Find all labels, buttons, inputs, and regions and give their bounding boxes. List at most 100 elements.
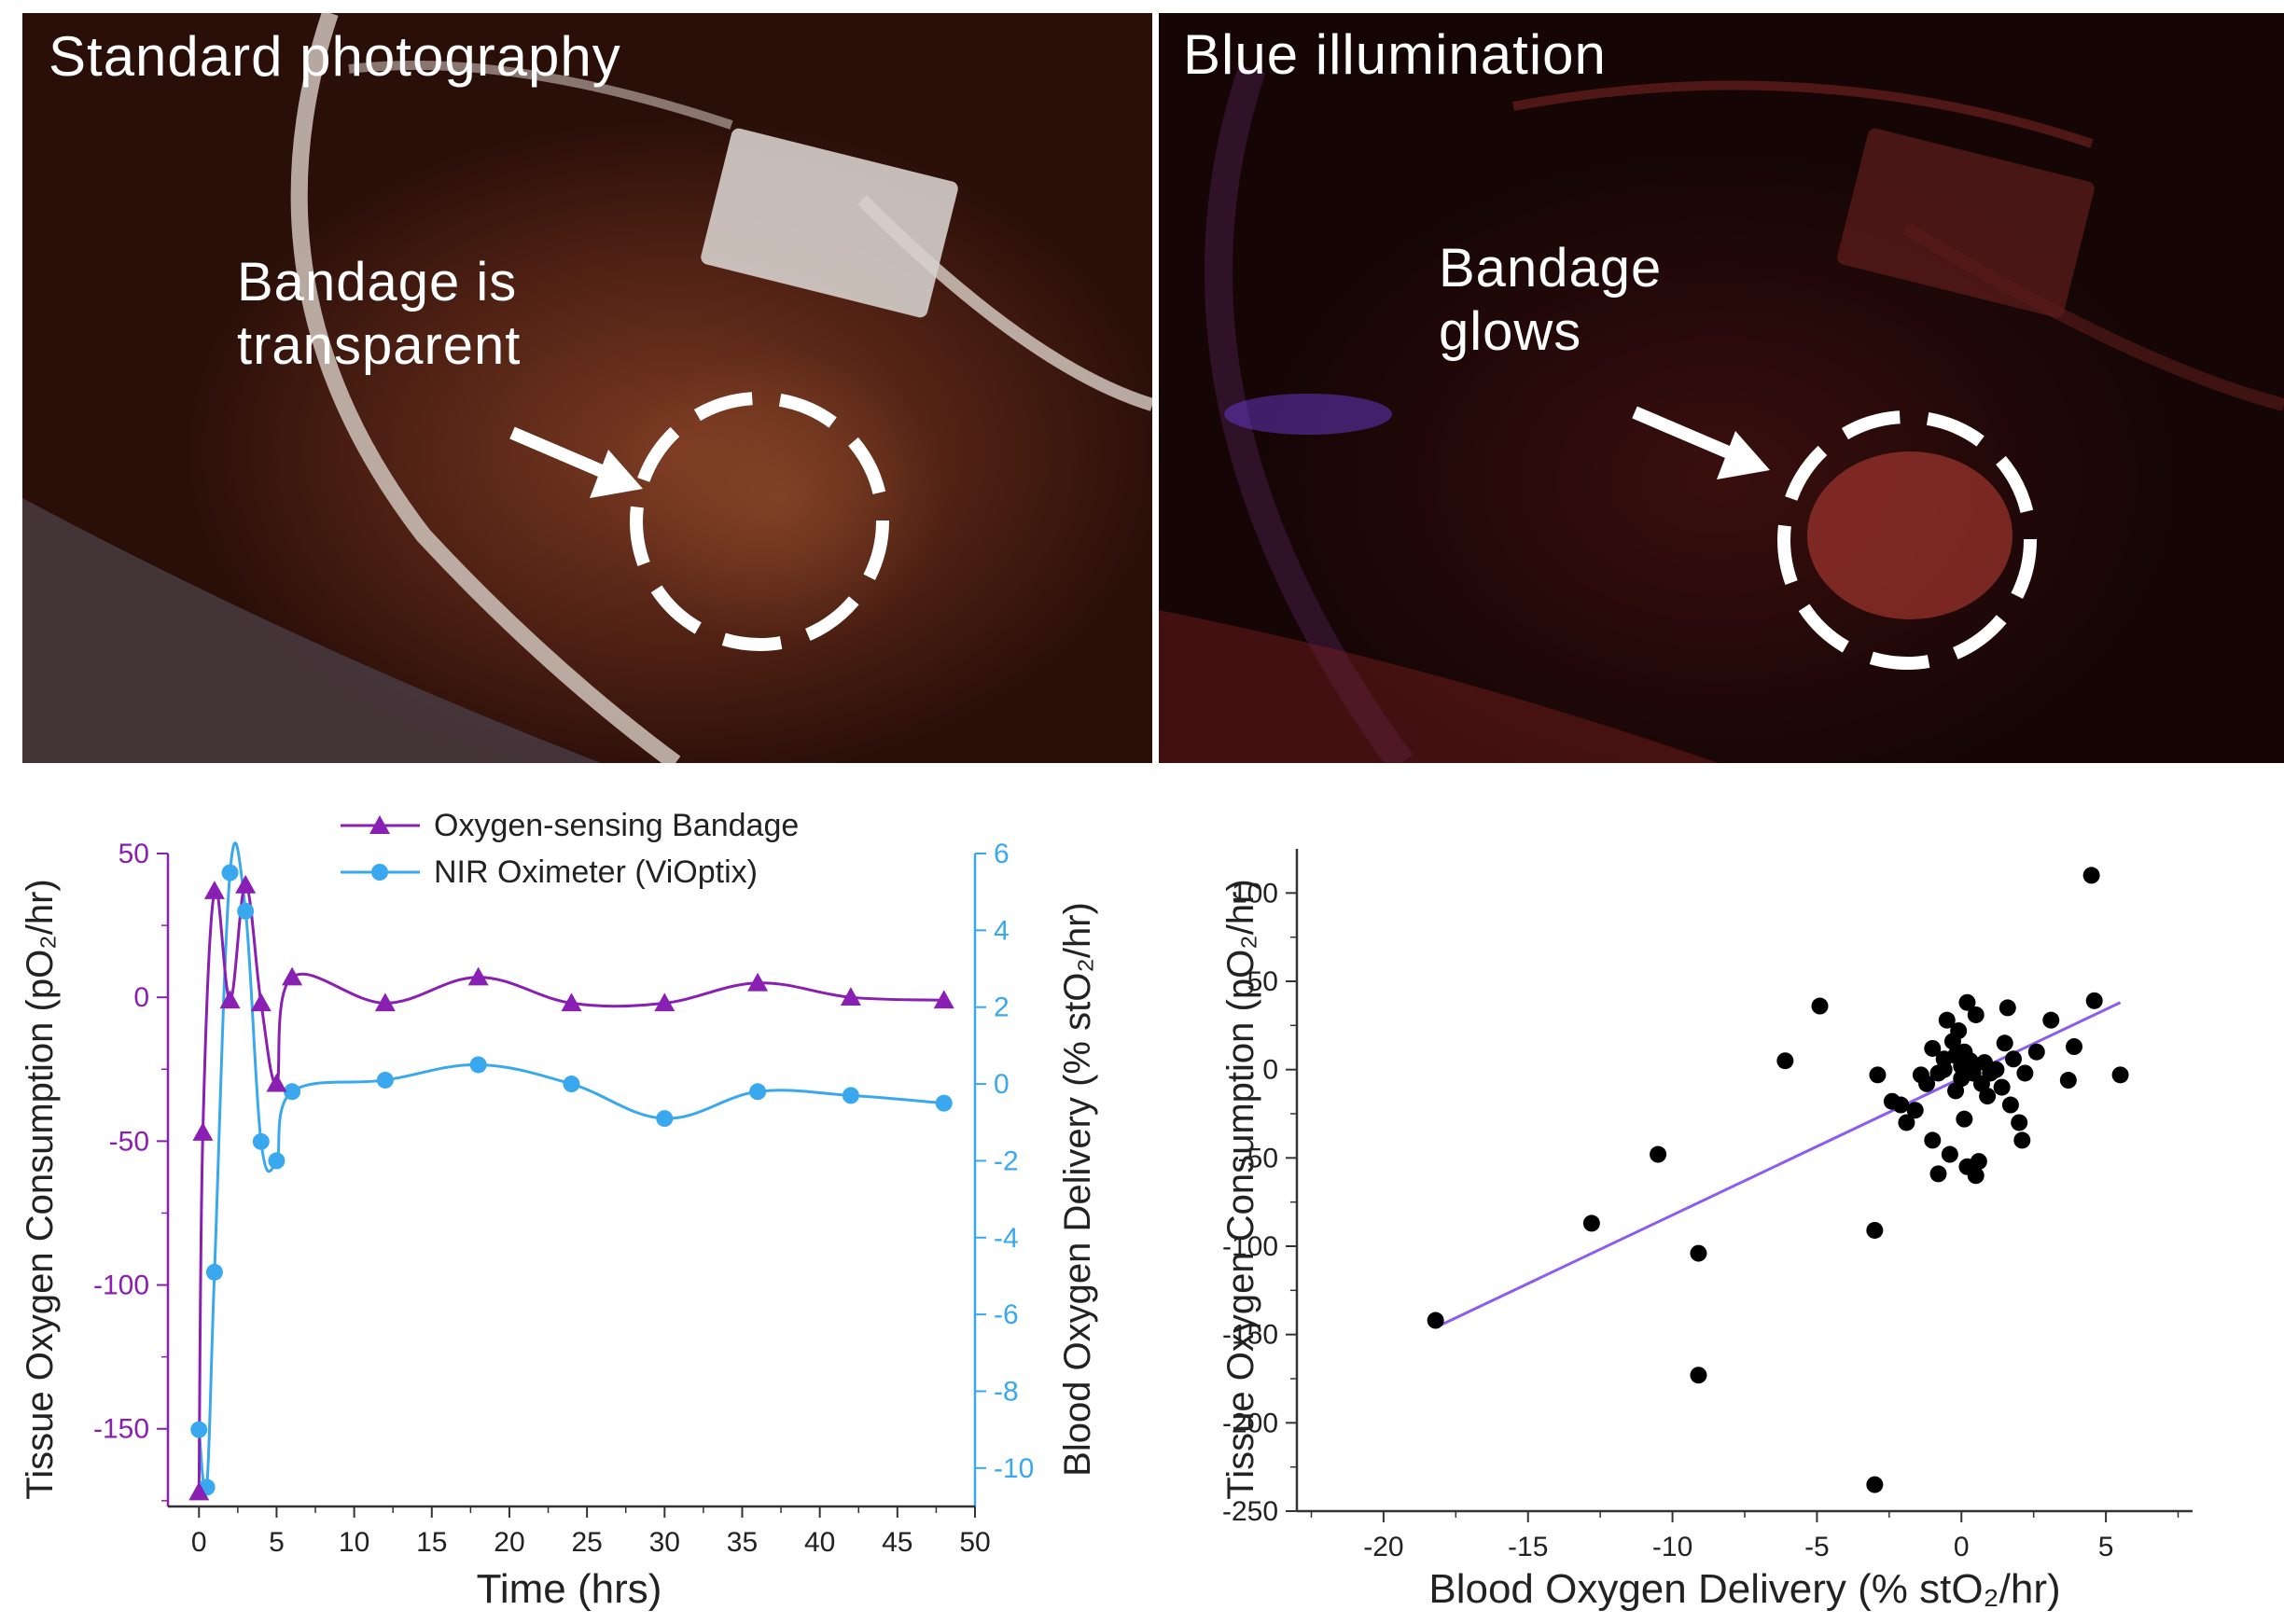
scatter-point bbox=[1582, 1215, 1600, 1232]
scatter-point bbox=[1690, 1367, 1707, 1384]
x-tick-label: -15 bbox=[1508, 1532, 1548, 1562]
scatter-point bbox=[1998, 999, 2016, 1017]
bandage-point bbox=[561, 992, 582, 1012]
y-tick-label: -100 bbox=[1222, 1231, 1278, 1262]
y-tick-label: 50 bbox=[1247, 966, 1278, 997]
scatter-point bbox=[1941, 1145, 1958, 1163]
scatter-point bbox=[1811, 997, 1829, 1015]
bandage-point bbox=[203, 881, 225, 899]
right-y-tick-label: -6 bbox=[994, 1299, 1019, 1330]
right-y-tick-label: -10 bbox=[994, 1453, 1034, 1484]
legend-label-bandage: Oxygen-sensing Bandage bbox=[434, 808, 799, 843]
x-axis-title: Time (hrs) bbox=[477, 1566, 662, 1612]
scatter-point bbox=[1866, 1221, 1884, 1239]
nir-oximeter-point bbox=[376, 1071, 394, 1089]
x-tick-label: 30 bbox=[649, 1527, 680, 1558]
x-tick-label: 5 bbox=[2098, 1532, 2114, 1562]
scatter-point bbox=[1987, 1061, 2005, 1078]
scatter-point bbox=[1967, 1167, 1985, 1185]
nir-oximeter-point bbox=[749, 1083, 767, 1101]
scatter-chart: -20 -15 -10 -5 0 5 100 50 0 -50 -100 -150 -200 -250 Bl… bbox=[1143, 774, 2284, 1619]
series-line-oxygen-bandage bbox=[197, 883, 944, 1492]
y-tick-label: 100 bbox=[1232, 878, 1278, 909]
bandage-point bbox=[219, 990, 241, 1009]
x-tick-label: -20 bbox=[1363, 1532, 1403, 1562]
time-series-chart: 0 5 10 15 20 25 30 35 40 45 50 50 0 -50 -100 -150 6 4 2 0 -2… bbox=[0, 774, 1138, 1619]
nir-oximeter-point bbox=[284, 1083, 301, 1101]
scatter-point bbox=[1979, 1088, 1997, 1105]
right-y-tick-label: 4 bbox=[994, 915, 1010, 946]
scatter-point bbox=[1970, 1153, 1987, 1171]
photo-title-blue: Blue illumination bbox=[1183, 23, 1607, 86]
series-line-nir-oximeter bbox=[197, 841, 944, 1495]
x-tick-label: -10 bbox=[1652, 1532, 1692, 1562]
regression-fit-line bbox=[1435, 1001, 2122, 1329]
right-y-axis-title: Blood Oxygen Delivery (% stO₂/hr) bbox=[1057, 902, 1098, 1477]
photo-label-line1: Bandage bbox=[1439, 238, 1663, 298]
right-y-tick-label: -8 bbox=[994, 1376, 1019, 1407]
scatter-point bbox=[2016, 1064, 2034, 1082]
scatter-point bbox=[2066, 1038, 2083, 1056]
scatter-point bbox=[2005, 1050, 2022, 1068]
x-axis-title: Blood Oxygen Delivery (% stO₂/hr) bbox=[1428, 1566, 2060, 1612]
nir-oximeter-point bbox=[237, 902, 255, 920]
photo-label-blue: Bandage glows bbox=[1439, 237, 1662, 364]
scatter-point bbox=[2082, 867, 2100, 884]
scatter-point bbox=[2027, 1043, 2045, 1061]
nir-oximeter-point bbox=[842, 1087, 859, 1104]
scatter-point bbox=[1993, 1078, 2011, 1096]
x-tick-label: 5 bbox=[269, 1527, 285, 1558]
photo-label-standard: Bandage is transparent bbox=[237, 251, 521, 378]
x-tick-label: 15 bbox=[416, 1527, 447, 1558]
legend-label-oximeter: NIR Oximeter (ViOptix) bbox=[434, 854, 758, 890]
x-tick-label: 10 bbox=[339, 1527, 369, 1558]
right-y-tick-label: -2 bbox=[994, 1145, 1019, 1176]
x-tick-label: 20 bbox=[494, 1527, 524, 1558]
y-tick-label: 0 bbox=[1262, 1055, 1278, 1086]
chart-legend: Oxygen-sensing Bandage NIR Oximeter (ViOp… bbox=[341, 808, 799, 890]
x-tick-label: 40 bbox=[804, 1527, 835, 1558]
scatter-point bbox=[1929, 1165, 1947, 1183]
nir-oximeter-point bbox=[935, 1094, 953, 1112]
standard-photo-image bbox=[22, 13, 1152, 763]
right-y-tick-label: 2 bbox=[994, 992, 1010, 1023]
nir-oximeter-point bbox=[221, 864, 239, 881]
scatter-point bbox=[2001, 1096, 2019, 1114]
legend-marker-bandage bbox=[369, 815, 390, 834]
dashed-circle-left bbox=[630, 392, 889, 651]
scatter-point bbox=[2085, 992, 2103, 1009]
scatter-point bbox=[2042, 1011, 2060, 1029]
x-tick-label: 0 bbox=[1954, 1532, 1970, 1562]
scatter-point bbox=[1935, 1061, 1953, 1078]
arrow-icon bbox=[1632, 406, 1770, 479]
scatter-point bbox=[1967, 1006, 1985, 1023]
y-tick-label: -250 bbox=[1222, 1496, 1278, 1527]
scatter-point bbox=[1866, 1476, 1884, 1493]
x-tick-label: 45 bbox=[882, 1527, 912, 1558]
left-y-tick-label: -150 bbox=[93, 1414, 149, 1445]
bandage-point bbox=[282, 966, 303, 986]
scatter-point bbox=[1427, 1312, 1444, 1329]
x-tick-label: 0 bbox=[191, 1527, 207, 1558]
scatter-chart-svg: -20 -15 -10 -5 0 5100500-50-100-150-200-250Bl… bbox=[1220, 849, 2193, 1612]
standard-photo-panel: Standard photography Bandage is transpar… bbox=[22, 13, 1152, 763]
scatter-point bbox=[1924, 1131, 1942, 1149]
scatter-point bbox=[1918, 1075, 1936, 1092]
right-y-tick-label: 6 bbox=[994, 839, 1010, 869]
scatter-point bbox=[1924, 1039, 1942, 1057]
scatter-point bbox=[1906, 1102, 1924, 1119]
bandage-point bbox=[933, 990, 954, 1009]
nir-oximeter-point bbox=[469, 1056, 487, 1074]
bandage-point bbox=[747, 972, 769, 992]
x-tick-label: 25 bbox=[571, 1527, 602, 1558]
bandage-point bbox=[235, 874, 257, 894]
photo-title-standard: Standard photography bbox=[49, 25, 621, 88]
scatter-point bbox=[1956, 1110, 1973, 1128]
scatter-point bbox=[2013, 1131, 2031, 1149]
scatter-point bbox=[1950, 1022, 1968, 1040]
scatter-point bbox=[1898, 1114, 1915, 1131]
arrow-icon bbox=[509, 426, 643, 498]
photo-label-line1: Bandage is bbox=[237, 252, 518, 312]
scatter-point bbox=[2059, 1072, 2077, 1090]
scatter-point bbox=[1776, 1052, 1794, 1070]
